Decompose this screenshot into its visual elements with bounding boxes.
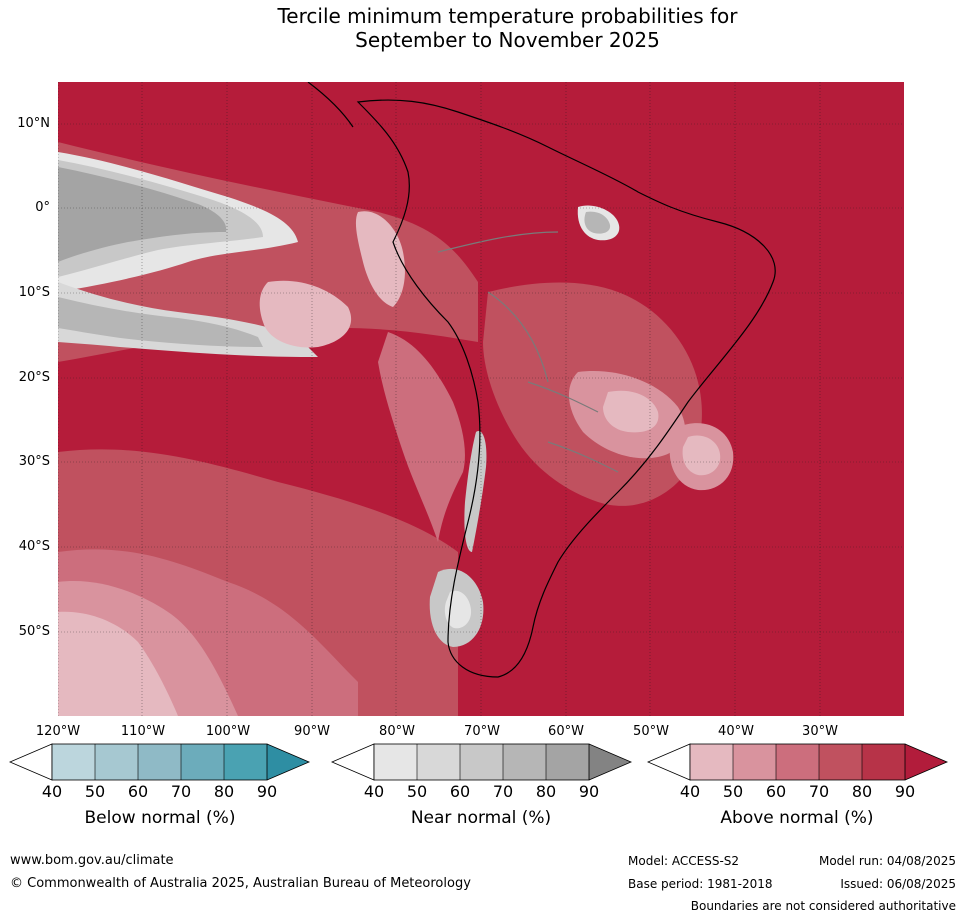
near-tick-80: 80 — [535, 782, 557, 801]
colorbar-near-normal — [330, 743, 633, 781]
near-tick-90: 90 — [578, 782, 600, 801]
above-tick-60: 60 — [765, 782, 787, 801]
lon-label-70w: 70°W — [464, 724, 500, 739]
below-tick-40: 40 — [41, 782, 63, 801]
above-normal-title: Above normal (%) — [720, 808, 874, 828]
map-canvas — [58, 82, 904, 716]
lat-label-50s: 50°S — [18, 624, 50, 639]
lon-label-100w: 100°W — [205, 724, 251, 739]
below-tick-70: 70 — [170, 782, 192, 801]
lon-label-110w: 110°W — [120, 724, 166, 739]
model-name: Model: ACCESS-S2 — [628, 854, 740, 868]
colorbar-near-normal-swatches — [330, 743, 633, 781]
below-tick-90: 90 — [256, 782, 278, 801]
colorbar-below-normal-swatches — [8, 743, 311, 781]
near-normal-title: Near normal (%) — [410, 808, 552, 828]
issued-date: Issued: 06/08/2025 — [840, 877, 956, 891]
below-normal-title: Below normal (%) — [84, 808, 236, 828]
lat-label-40s: 40°S — [18, 539, 50, 554]
below-tick-60: 60 — [127, 782, 149, 801]
lat-label-10s: 10°S — [18, 285, 50, 300]
colorbar-above-normal-swatches — [646, 743, 949, 781]
base-period: Base period: 1981-2018 — [628, 877, 773, 891]
boundary-disclaimer: Boundaries are not considered authoritat… — [690, 899, 956, 913]
colorbar-above-normal — [646, 743, 949, 781]
near-tick-40: 40 — [363, 782, 385, 801]
probability-map — [58, 82, 904, 716]
map-title: Tercile minimum temperature probabilitie… — [0, 4, 965, 52]
above-tick-80: 80 — [851, 782, 873, 801]
website-link[interactable]: www.bom.gov.au/climate — [10, 853, 174, 868]
title-line-2: September to November 2025 — [355, 28, 660, 52]
title-line-1: Tercile minimum temperature probabilitie… — [277, 4, 738, 28]
copyright-text: © Commonwealth of Australia 2025, Austra… — [10, 876, 471, 891]
lon-label-30w: 30°W — [802, 724, 838, 739]
near-tick-70: 70 — [492, 782, 514, 801]
lat-label-20s: 20°S — [18, 370, 50, 385]
above-tick-40: 40 — [679, 782, 701, 801]
above-tick-70: 70 — [808, 782, 830, 801]
lon-label-50w: 50°W — [633, 724, 669, 739]
lat-label-30s: 30°S — [18, 454, 50, 469]
lon-label-40w: 40°W — [718, 724, 754, 739]
below-tick-80: 80 — [213, 782, 235, 801]
lon-label-60w: 60°W — [548, 724, 584, 739]
above-tick-90: 90 — [894, 782, 916, 801]
below-tick-50: 50 — [84, 782, 106, 801]
lon-label-90w: 90°W — [294, 724, 330, 739]
lat-label-0: 0° — [35, 200, 50, 215]
lon-label-120w: 120°W — [35, 724, 81, 739]
colorbar-below-normal — [8, 743, 311, 781]
near-tick-60: 60 — [449, 782, 471, 801]
lat-label-10n: 10°N — [17, 116, 50, 131]
near-tick-50: 50 — [406, 782, 428, 801]
above-tick-50: 50 — [722, 782, 744, 801]
lon-label-80w: 80°W — [379, 724, 415, 739]
model-run: Model run: 04/08/2025 — [818, 854, 956, 868]
